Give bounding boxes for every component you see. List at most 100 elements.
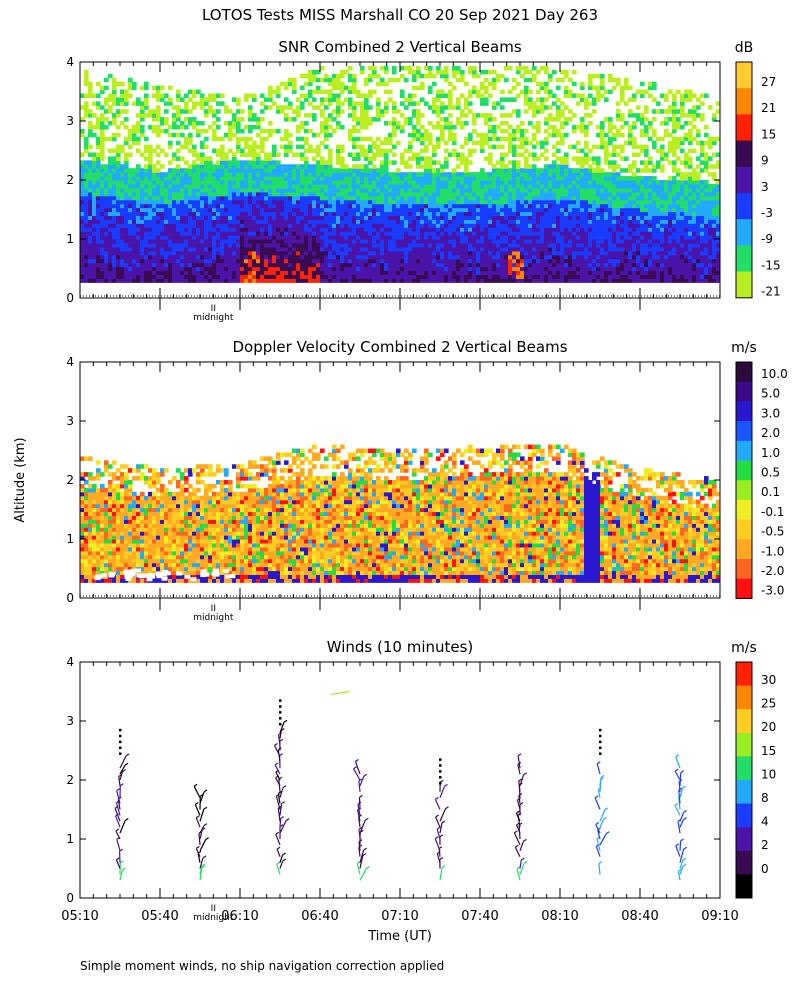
snr-cell <box>200 101 205 106</box>
snr-cell <box>308 239 313 244</box>
snr-cell <box>528 183 533 189</box>
snr-cell <box>116 148 121 154</box>
snr-cell <box>324 97 329 102</box>
snr-cell <box>544 207 549 213</box>
snr-cell <box>228 160 233 165</box>
snr-cell <box>200 235 205 240</box>
snr-cell <box>188 180 193 185</box>
snr-cell <box>440 242 445 248</box>
snr-cell <box>564 203 569 209</box>
snr-cell <box>568 266 573 272</box>
snr-cell <box>248 262 253 268</box>
snr-cell <box>496 239 501 244</box>
snr-cell <box>144 215 149 220</box>
snr-cell <box>292 117 297 122</box>
snr-cell <box>112 187 117 193</box>
snr-cell <box>244 258 249 264</box>
snr-cell <box>328 203 333 209</box>
snr-cell <box>136 180 141 185</box>
snr-cell <box>132 81 137 87</box>
snr-cell <box>488 211 493 216</box>
snr-cell <box>332 180 337 185</box>
snr-cell <box>128 195 133 201</box>
snr-cell <box>196 246 201 252</box>
snr-cell <box>496 254 501 260</box>
snr-cell <box>508 132 513 138</box>
snr-cell <box>368 215 373 220</box>
snr-cell <box>556 203 561 209</box>
snr-cell <box>488 81 493 87</box>
snr-cell <box>196 121 201 126</box>
snr-cell <box>428 258 433 264</box>
snr-cell <box>232 113 237 118</box>
snr-cell <box>240 128 245 134</box>
snr-cell <box>112 172 117 177</box>
snr-cell <box>80 258 85 264</box>
snr-cell <box>112 164 117 169</box>
snr-cell <box>468 231 473 236</box>
snr-cell <box>408 140 413 146</box>
snr-cell <box>132 211 137 216</box>
snr-cell <box>444 117 449 122</box>
snr-cell <box>336 231 341 236</box>
snr-cell <box>320 191 325 197</box>
snr-cell <box>152 93 157 98</box>
snr-cell <box>360 195 365 201</box>
snr-cell <box>312 105 317 110</box>
snr-cell <box>124 140 129 146</box>
snr-cell <box>152 199 157 205</box>
snr-cell <box>108 97 113 102</box>
snr-cell <box>224 227 229 232</box>
snr-cell <box>260 176 265 181</box>
snr-cell <box>508 191 513 197</box>
snr-cell <box>296 176 301 181</box>
snr-cell <box>80 215 85 220</box>
snr-cell <box>460 274 465 279</box>
snr-cell <box>320 187 325 193</box>
snr-cell <box>188 89 193 95</box>
snr-cell <box>352 73 357 79</box>
snr-cell <box>288 274 293 279</box>
snr-cell <box>140 242 145 248</box>
snr-cell <box>532 152 537 157</box>
snr-cell <box>292 215 297 220</box>
snr-cell <box>496 73 501 79</box>
snr-cell <box>216 148 221 154</box>
snr-cell <box>348 254 353 260</box>
snr-cell <box>456 235 461 240</box>
snr-cell <box>136 266 141 272</box>
snr-cell <box>84 69 89 75</box>
snr-cell <box>412 73 417 79</box>
snr-cell <box>560 227 565 232</box>
snr-cell <box>164 121 169 126</box>
snr-cell <box>100 246 105 252</box>
snr-cell <box>224 152 229 157</box>
snr-cell <box>284 227 289 232</box>
snr-cell <box>168 250 173 256</box>
snr-cell <box>84 183 89 189</box>
snr-cell <box>552 101 557 106</box>
snr-cell <box>316 152 321 157</box>
snr-cell <box>320 262 325 268</box>
snr-cell <box>320 223 325 228</box>
snr-cell <box>556 128 561 134</box>
snr-cell <box>224 258 229 264</box>
snr-cell <box>140 183 145 189</box>
snr-cell <box>108 195 113 201</box>
snr-cell <box>464 274 469 279</box>
snr-cell <box>568 93 573 98</box>
snr-cell <box>404 274 409 279</box>
snr-cell <box>168 246 173 252</box>
snr-cell <box>164 180 169 185</box>
snr-cell <box>420 124 425 130</box>
snr-cell <box>292 176 297 181</box>
snr-cell <box>480 136 485 142</box>
snr-cell <box>336 176 341 181</box>
snr-cell <box>360 215 365 220</box>
snr-cell <box>244 172 249 177</box>
snr-cell <box>312 172 317 177</box>
snr-cell <box>148 211 153 216</box>
snr-cell <box>228 180 233 185</box>
snr-cell <box>176 219 181 224</box>
snr-cell <box>400 274 405 279</box>
